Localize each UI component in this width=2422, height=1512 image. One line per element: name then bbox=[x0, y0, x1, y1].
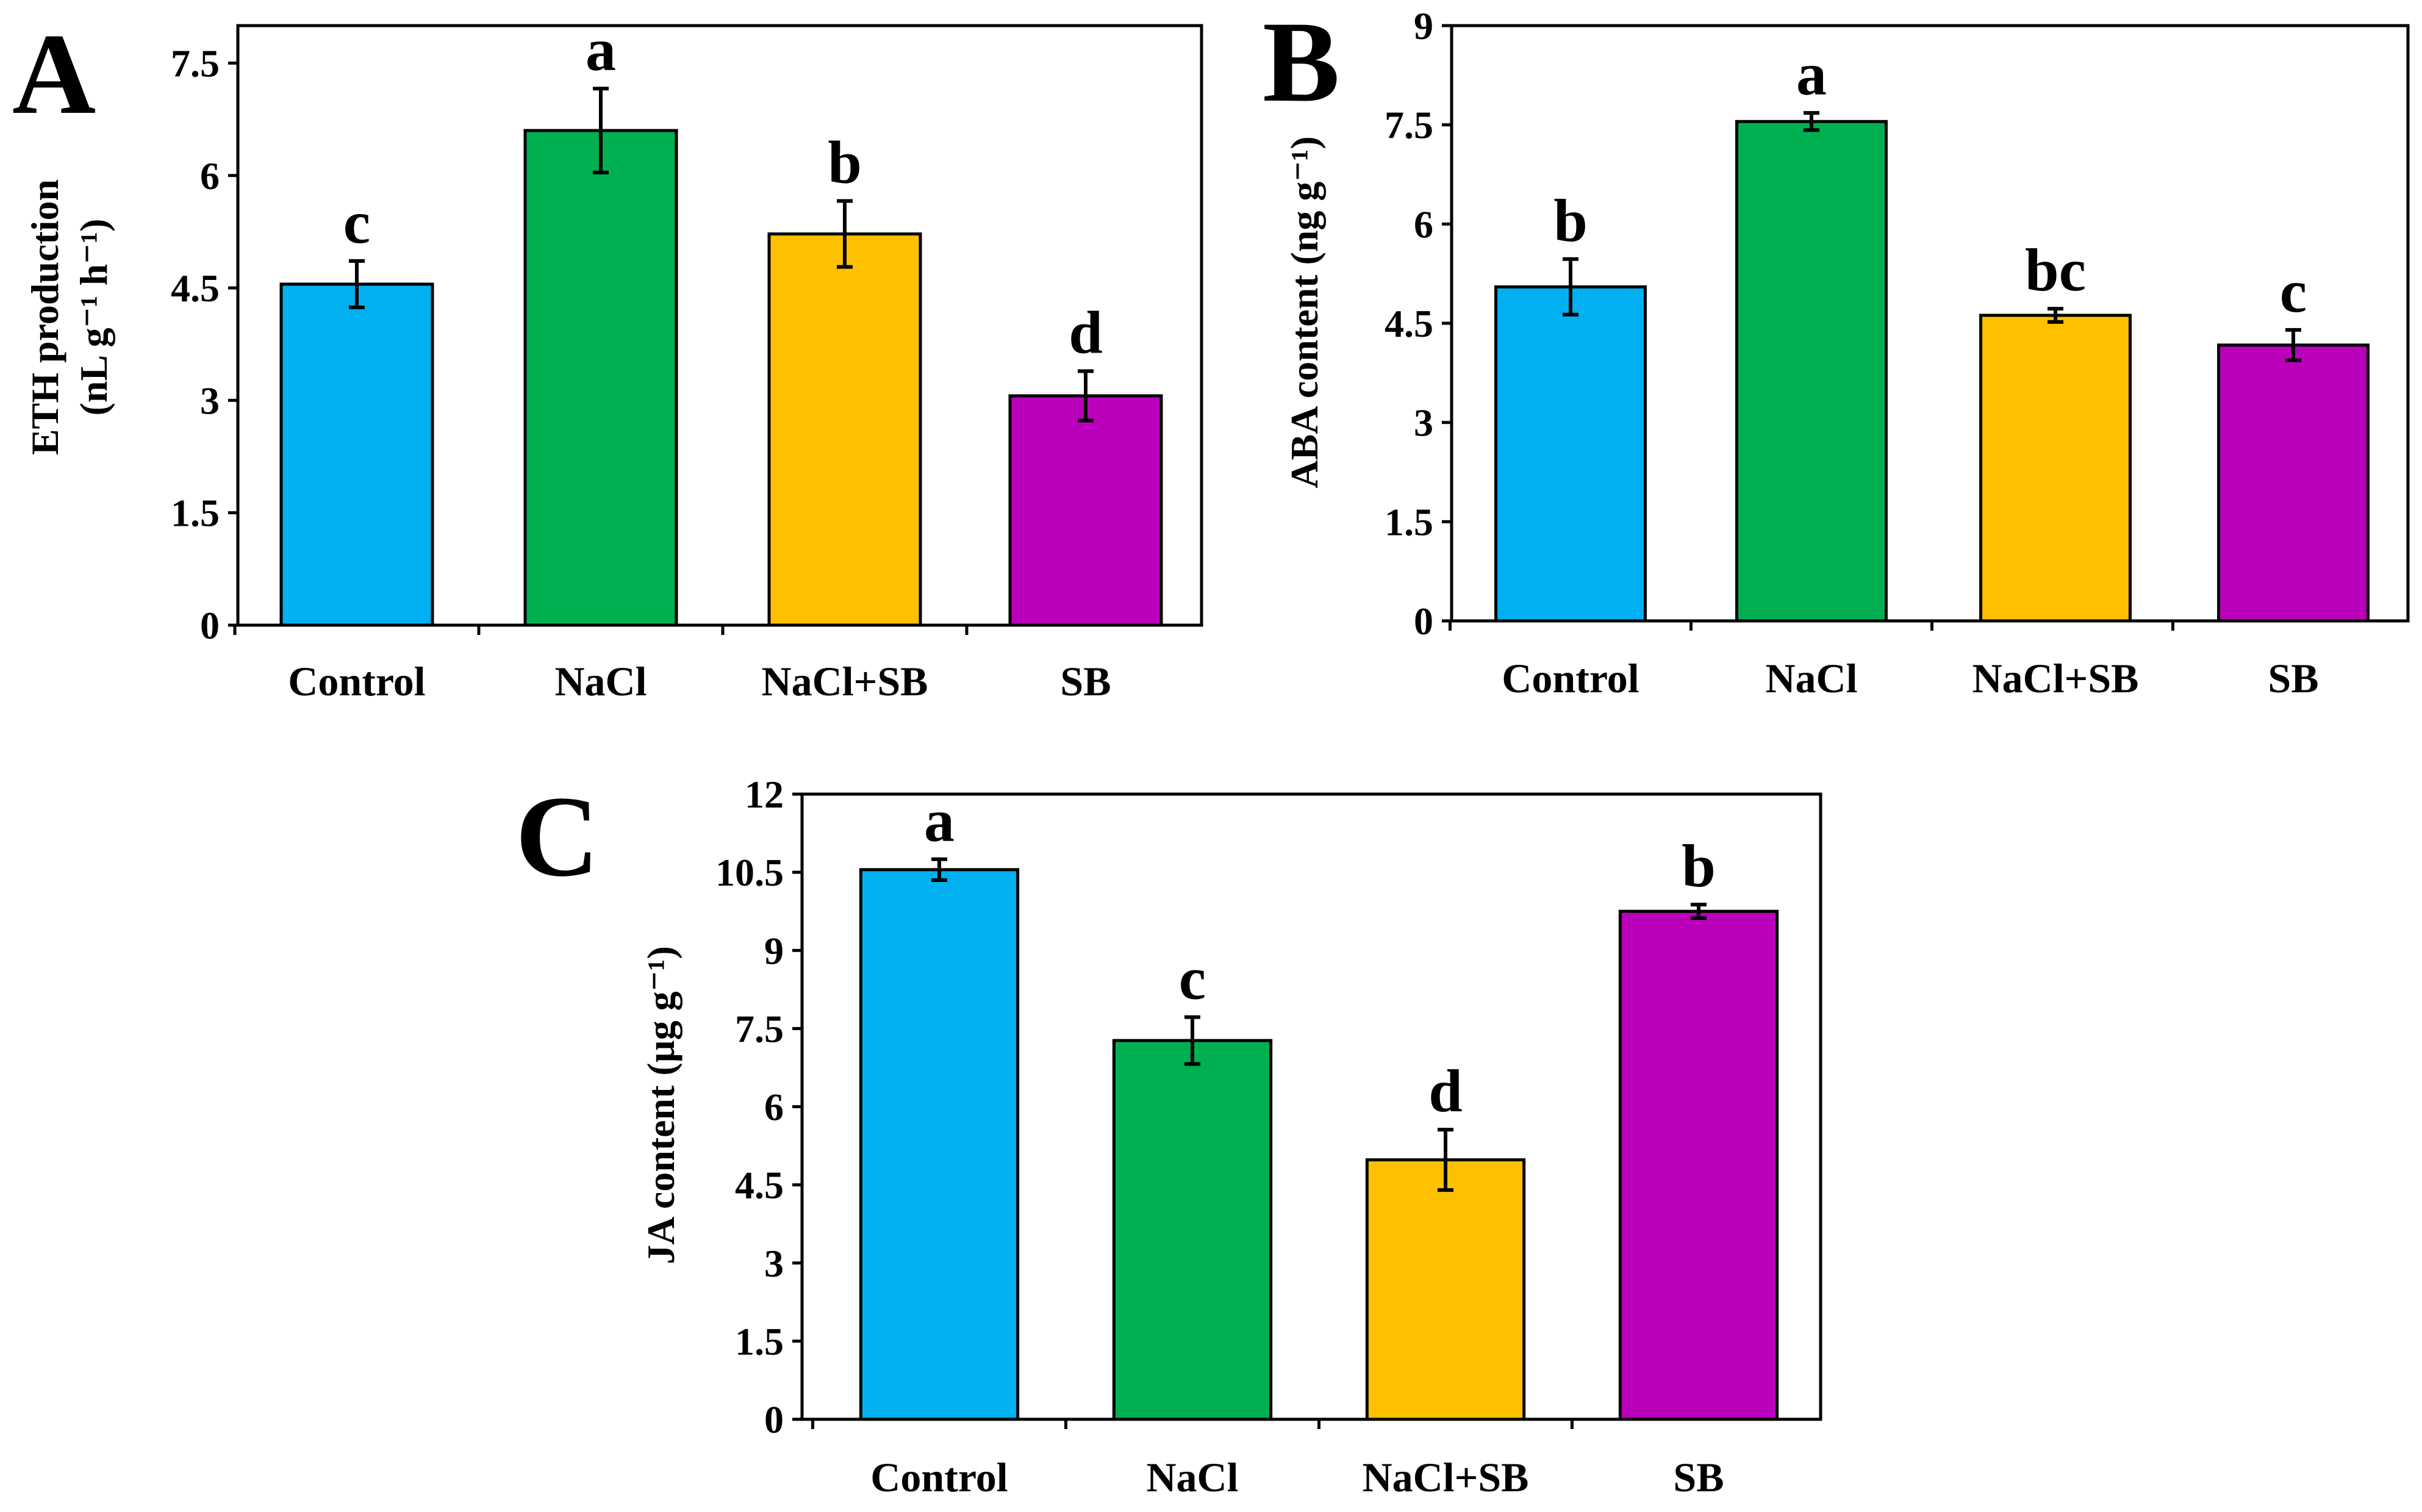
y-tick-label: 9 bbox=[764, 929, 784, 972]
y-tick-label: 3 bbox=[764, 1242, 784, 1285]
y-tick-label: 1.5 bbox=[1385, 500, 1433, 543]
y-tick-label: 3 bbox=[1414, 401, 1433, 445]
y-tick-label: 7.5 bbox=[735, 1007, 784, 1050]
y-tick-label: 1.5 bbox=[735, 1320, 784, 1363]
x-tick-label: SB bbox=[1673, 1454, 1724, 1500]
panel-label: A bbox=[12, 10, 96, 138]
y-tick-label: 3 bbox=[200, 379, 220, 422]
plot-frame bbox=[236, 24, 1203, 627]
error-bar bbox=[1078, 369, 1094, 423]
y-tick-label: 4.5 bbox=[1385, 302, 1433, 345]
bar-nacl-sb bbox=[767, 232, 922, 627]
panel-label: B bbox=[1263, 0, 1340, 126]
y-axis-title: ETH production bbox=[23, 179, 66, 455]
x-tick-label: NaCl+SB bbox=[761, 658, 928, 704]
x-tick-label: Control bbox=[870, 1454, 1008, 1500]
bar-sb bbox=[1618, 909, 1779, 1421]
significance-label: d bbox=[1428, 1057, 1463, 1125]
y-tick-label: 6 bbox=[764, 1086, 784, 1129]
y-tick-label: 12 bbox=[745, 773, 784, 816]
y-tick-label: 0 bbox=[200, 604, 220, 647]
significance-label: b bbox=[1682, 832, 1716, 900]
bar-sb bbox=[1008, 394, 1163, 627]
panel-label: C bbox=[515, 773, 599, 901]
y-tick-label: 0 bbox=[1414, 600, 1433, 643]
bar-control bbox=[1494, 285, 1647, 623]
significance-label: b bbox=[828, 129, 862, 196]
x-tick-label: NaCl bbox=[1765, 655, 1857, 701]
y-tick-label: 0 bbox=[764, 1398, 784, 1441]
x-tick-label: NaCl bbox=[1146, 1454, 1238, 1500]
x-tick-label: SB bbox=[1060, 658, 1111, 704]
bar-nacl bbox=[1735, 120, 1888, 623]
error-bar bbox=[837, 199, 853, 269]
y-tick-label: 4.5 bbox=[735, 1164, 784, 1207]
y-tick-label: 7.5 bbox=[171, 41, 220, 85]
significance-label: a bbox=[586, 16, 616, 84]
y-axis-title: JA content (µg g⁻¹) bbox=[639, 946, 683, 1264]
bar-nacl-sb bbox=[1365, 1158, 1526, 1421]
significance-label: d bbox=[1069, 298, 1103, 366]
bar-nacl bbox=[1112, 1039, 1273, 1421]
significance-label: c bbox=[2280, 257, 2307, 325]
y-tick-label: 6 bbox=[200, 154, 220, 198]
error-bar bbox=[593, 87, 609, 174]
chart-panel-a: Ac a b d 0 1.5 3 4.5 6 7.5 Control NaCl NaCl+SB SB ETH… bbox=[12, 10, 1203, 704]
x-tick-label: NaCl+SB bbox=[1972, 655, 2138, 701]
bar-sb bbox=[2217, 343, 2370, 623]
bar-control bbox=[859, 868, 1020, 1421]
significance-label: bc bbox=[2025, 236, 2086, 304]
bar-control bbox=[279, 282, 434, 627]
y-tick-label: 6 bbox=[1414, 202, 1433, 246]
x-tick-label: Control bbox=[288, 658, 425, 704]
y-tick-label: 9 bbox=[1414, 4, 1433, 48]
significance-label: a bbox=[1796, 40, 1827, 108]
error-bar bbox=[1804, 111, 1819, 132]
y-tick-label: 4.5 bbox=[171, 267, 220, 310]
significance-label: a bbox=[924, 787, 955, 855]
error-bar bbox=[1184, 1015, 1200, 1066]
y-tick-label: 7.5 bbox=[1385, 104, 1433, 147]
significance-label: b bbox=[1553, 187, 1588, 254]
significance-label: c bbox=[343, 188, 370, 256]
significance-label: c bbox=[1179, 945, 1206, 1012]
y-axis-title: ABA content (ng g⁻¹) bbox=[1283, 136, 1326, 488]
error-bar bbox=[1691, 903, 1707, 920]
error-bar bbox=[931, 857, 947, 882]
y-tick-label: 10.5 bbox=[715, 851, 784, 894]
error-bar bbox=[349, 259, 365, 310]
x-tick-label: NaCl+SB bbox=[1362, 1454, 1528, 1500]
bar-nacl bbox=[523, 129, 678, 627]
chart-panel-b: Bb a bc c 0 1.5 3 4.5 6 7.5 9 Control NaCl NaCl+SB SB A… bbox=[1263, 0, 2410, 701]
error-bar bbox=[2285, 328, 2301, 362]
x-tick-label: Control bbox=[1502, 655, 1639, 701]
error-bar bbox=[1438, 1128, 1453, 1192]
bar-nacl-sb bbox=[1979, 314, 2132, 623]
x-tick-label: NaCl bbox=[554, 658, 647, 704]
x-tick-label: SB bbox=[2268, 655, 2318, 701]
error-bar bbox=[2048, 307, 2063, 324]
y-axis-title-units: (nL g⁻¹ h⁻¹) bbox=[72, 219, 115, 416]
error-bar bbox=[1563, 257, 1578, 317]
y-tick-label: 1.5 bbox=[171, 492, 220, 535]
